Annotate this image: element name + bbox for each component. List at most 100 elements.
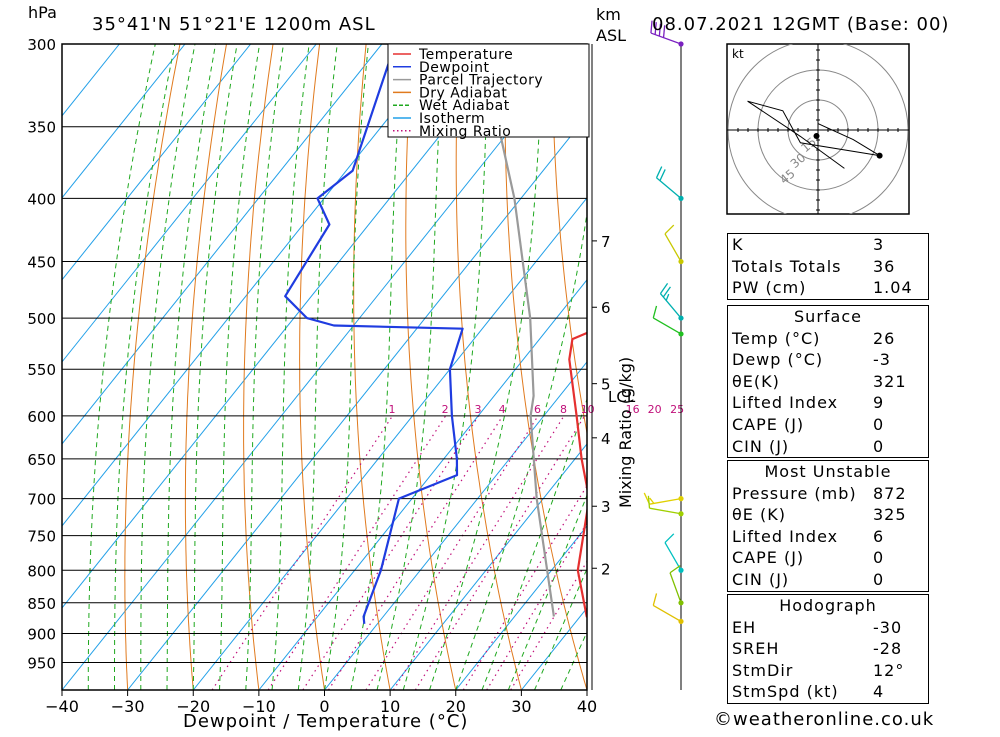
mixing-ratio-axis-label: Mixing Ratio (g/kg) (616, 357, 635, 508)
height-unit-km: km (596, 5, 621, 24)
index-key: StmDir (732, 660, 794, 680)
wet-adiabat-line (192, 44, 238, 690)
mixing-ratio-label: 3 (475, 403, 482, 416)
wind-barb-flag (664, 224, 675, 235)
dry-adiabat-line (243, 44, 274, 690)
wind-level-dot (678, 496, 684, 502)
legend-entry-label: Dry Adiabat (419, 85, 507, 101)
index-key: PW (cm) (732, 278, 807, 298)
isotherm-line (62, 44, 580, 690)
legend-entry-label: Temperature (418, 47, 513, 63)
hodograph-unit-label: kt (732, 47, 744, 61)
wind-barb-shaft (664, 542, 682, 571)
temperature-tick-label: −40 (45, 697, 79, 716)
index-row: θE(K) 321 (728, 371, 928, 393)
wind-barb-flag (649, 497, 655, 504)
mixing-ratio-label: 4 (499, 403, 506, 416)
legend-entry-label: Isotherm (419, 111, 485, 127)
index-key: Lifted Index (732, 393, 839, 413)
pressure-tick-label: 600 (27, 408, 56, 426)
index-value: 325 (873, 505, 907, 525)
wind-barb (659, 283, 684, 321)
wet-adiabat-line (87, 44, 156, 690)
legend-entry-label: Mixing Ratio (419, 124, 511, 140)
storm-motion-marker (813, 133, 820, 139)
index-key: Temp (°C) (732, 328, 821, 348)
wind-barb-flag (662, 286, 671, 298)
index-value: -30 (873, 617, 903, 637)
pressure-tick-label: 700 (27, 491, 56, 509)
index-row: CAPE (J) 0 (728, 414, 928, 436)
wind-barb-flag (664, 533, 675, 544)
dry-adiabat-line (551, 44, 587, 436)
most-unstable-header: Most Unstable (764, 462, 892, 481)
index-value: 0 (873, 436, 885, 456)
wind-barb (650, 20, 684, 47)
dry-adiabat-line (124, 44, 181, 690)
mixing-ratio-label: 6 (534, 403, 541, 416)
wet-adiabat-line (140, 44, 196, 690)
index-row: SREH -28 (728, 638, 928, 660)
temperature-tick-label: 30 (511, 697, 531, 716)
height-tick-label: 4 (601, 430, 611, 448)
isotherm-line (455, 525, 587, 690)
pressure-tick-label: 300 (27, 36, 56, 54)
hodograph-trace (747, 100, 880, 169)
pressure-tick-label: 650 (27, 451, 56, 469)
wind-barb-shaft (659, 293, 682, 319)
wind-barb-flag (654, 22, 657, 35)
temperature-tick-label: 40 (577, 697, 597, 716)
index-value: 3 (873, 235, 885, 254)
wind-level-dot (678, 511, 684, 517)
index-value: 872 (873, 483, 907, 503)
index-value: 9 (873, 393, 885, 413)
index-value: 26 (873, 328, 896, 348)
wet-adiabat-line (534, 567, 587, 690)
index-key: K (732, 235, 744, 254)
plot-frame (61, 43, 588, 691)
index-key: CAPE (J) (732, 414, 805, 434)
wind-level-dot (678, 567, 684, 573)
wind-level-dot (678, 315, 684, 321)
wind-barb-flag (652, 305, 658, 319)
surface-header: Surface (794, 307, 862, 326)
temperature-tick-label: −30 (111, 697, 145, 716)
index-row: Totals Totals 36 (728, 256, 928, 278)
index-key: EH (732, 617, 757, 637)
mixing-ratio-label: 10 (581, 403, 595, 416)
wind-barb (664, 224, 684, 265)
mixing-ratio-label: 16 (626, 403, 640, 416)
index-key: Dewp (°C) (732, 350, 824, 370)
index-row: StmDir 12° (728, 660, 928, 682)
temperature-tick-label: 0 (319, 697, 329, 716)
datetime-title: 08.07.2021 12GMT (Base: 00) (652, 14, 949, 35)
isotherm-line (127, 114, 587, 690)
index-row: θE (K) 325 (728, 504, 928, 526)
index-key: θE (K) (732, 505, 786, 525)
wind-level-dot (678, 331, 684, 337)
mixing-ratio-label: 2 (442, 403, 449, 416)
wet-adiabat-line (297, 44, 338, 690)
height-unit-asl: ASL (596, 26, 626, 45)
wind-barb (669, 565, 684, 606)
copyright-text[interactable]: ©weatheronline.co.uk (714, 709, 935, 730)
pressure-tick-label: 750 (27, 528, 56, 546)
wind-barb-shaft (669, 572, 682, 604)
height-tick-label: 3 (601, 498, 611, 516)
index-value: 321 (873, 371, 907, 391)
wind-barb (647, 495, 684, 517)
index-value: 12° (873, 660, 905, 680)
wet-adiabat-line (114, 44, 176, 690)
wet-adiabat-line (402, 44, 491, 690)
isotherm-line (62, 44, 448, 527)
indices-hodograph-panel: Hodograph EH -30 SREH -28 StmDir 12° StmSpd… (727, 594, 929, 704)
temperature-tick-label: −10 (242, 697, 276, 716)
pressure-tick-label: 900 (27, 625, 56, 643)
index-row: CIN (J) 0 (728, 436, 928, 458)
index-row: Lifted Index 6 (728, 526, 928, 548)
wind-barb-flag (659, 283, 669, 294)
wind-barb-shaft (652, 604, 682, 622)
